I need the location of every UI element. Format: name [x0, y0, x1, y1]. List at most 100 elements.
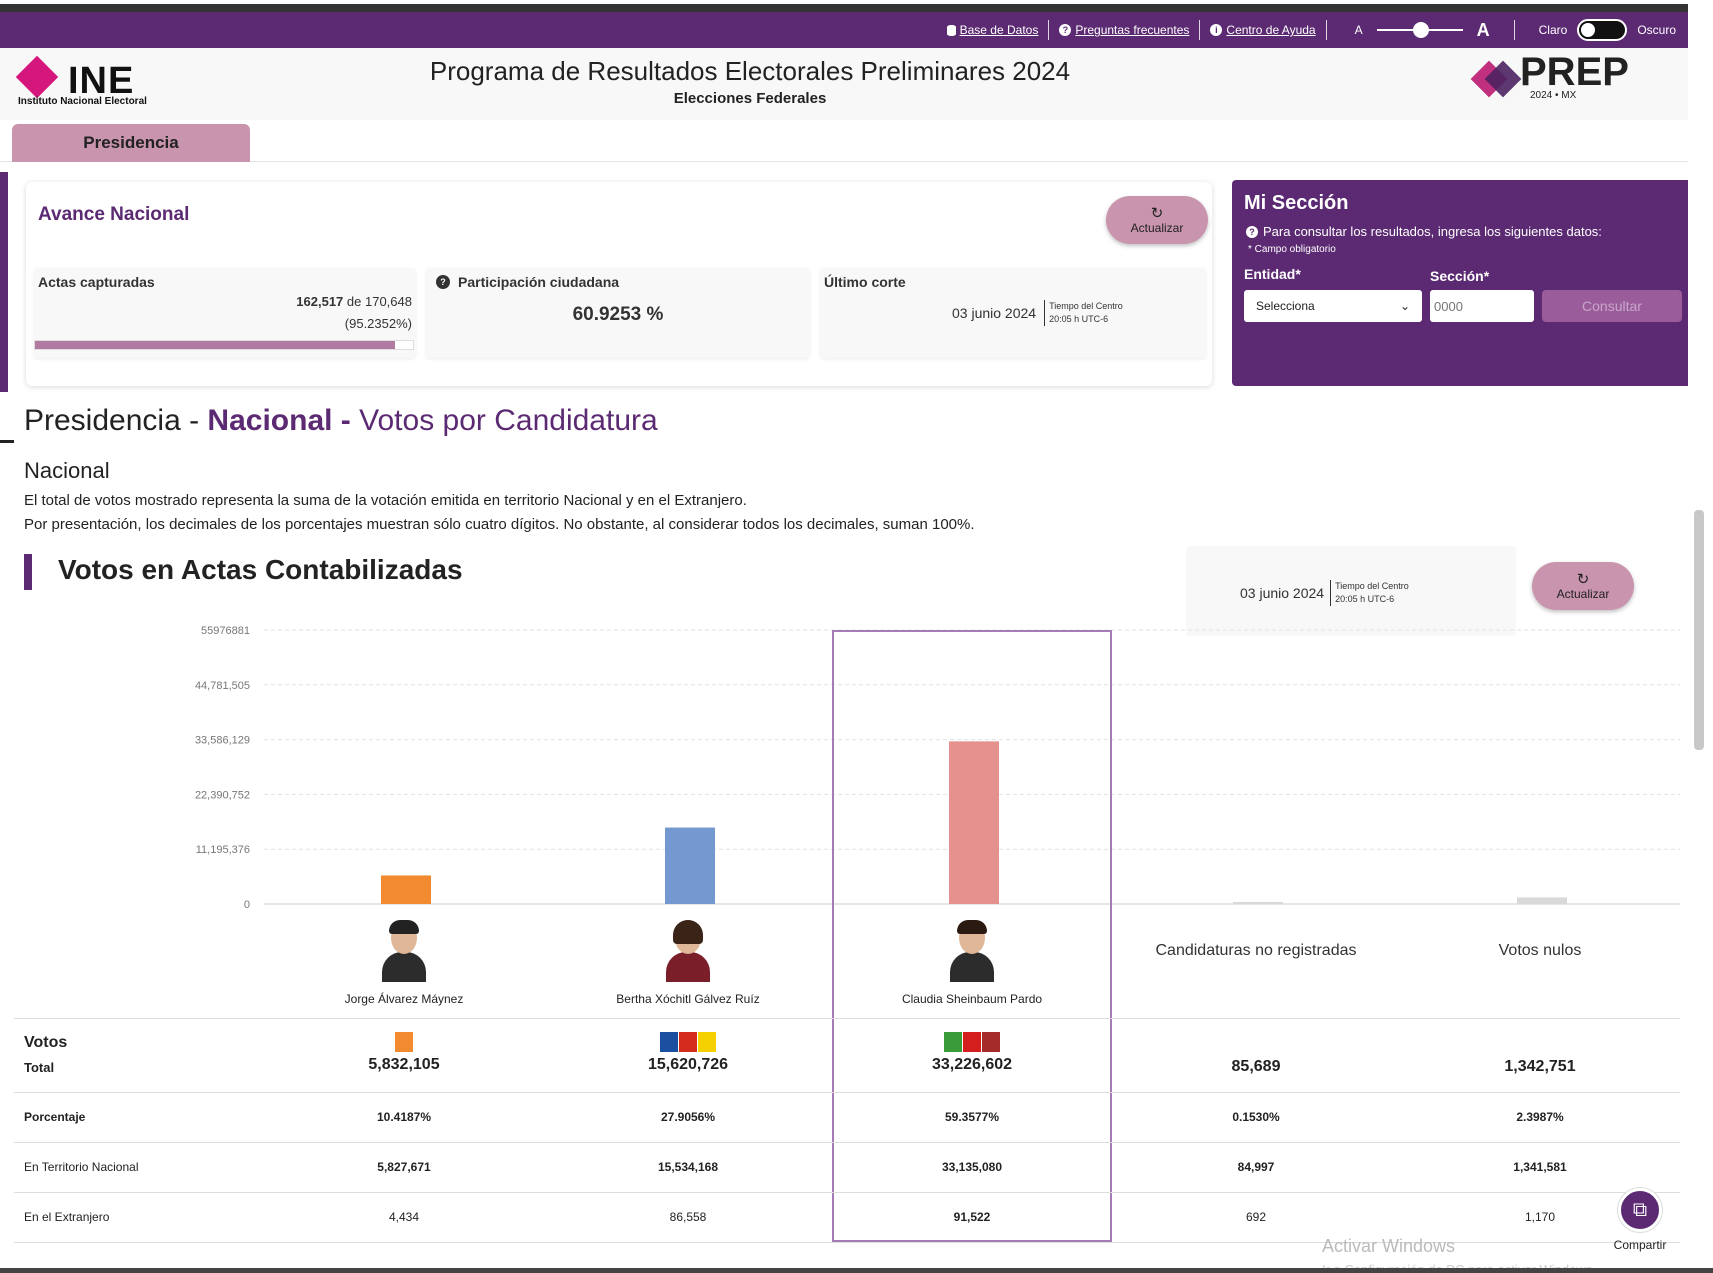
party-logo-morena: [982, 1032, 1000, 1052]
party-logos: [548, 1032, 828, 1052]
page-title: Programa de Resultados Electorales Preli…: [429, 56, 1071, 86]
results-title-part: Presidencia -: [24, 404, 208, 437]
table-cell: 33,135,080: [941, 1160, 1003, 1174]
candidate-name: Bertha Xóchitl Gálvez Ruíz: [616, 992, 760, 1006]
y-tick-label: 0: [244, 899, 250, 910]
party-logo-verde: [944, 1032, 962, 1052]
candidate-photo: [946, 920, 998, 982]
participacion-header: ? Participación ciudadana: [436, 274, 619, 290]
y-tick-label: 44,781,505: [195, 680, 250, 692]
menu-icon[interactable]: [0, 440, 14, 443]
activation-watermark-sub: Ir a Configuración de PC para activar Wi…: [1322, 1262, 1596, 1273]
corte-tz-line2: 20:05 h UTC-6: [1049, 314, 1109, 324]
base-datos-label: Base de Datos: [959, 23, 1039, 37]
results-refresh-label: Actualizar: [1556, 586, 1610, 601]
actas-count: 162,517 de 170,648: [200, 294, 412, 309]
total-cell: 15,620,726: [548, 1032, 828, 1074]
party-logos: [264, 1032, 544, 1052]
bar-3[interactable]: [1233, 902, 1283, 904]
share-button[interactable]: ⧉ Compartir: [1600, 1186, 1680, 1266]
activation-watermark: Activar Windows: [1322, 1236, 1456, 1256]
null-votes-label: Votos nulos: [1498, 942, 1582, 959]
base-datos-link[interactable]: Base de Datos: [946, 23, 1039, 37]
mi-seccion-help-text: Para consultar los resultados, ingresa l…: [1263, 224, 1602, 239]
seccion-label: Sección*: [1430, 268, 1490, 284]
candidate-card[interactable]: Bertha Xóchitl Gálvez Ruíz: [548, 920, 828, 1006]
total-value: 15,620,726: [647, 1056, 729, 1073]
table-cell: 84,997: [1237, 1160, 1275, 1174]
results-corte-card: [1186, 546, 1516, 636]
table-divider: [14, 1018, 1680, 1019]
divider: [1325, 20, 1327, 40]
bar-4[interactable]: [1517, 897, 1567, 904]
theme-toggle[interactable]: [1577, 19, 1628, 41]
actas-captured: 162,517: [296, 294, 344, 309]
tab-presidencia[interactable]: Presidencia: [12, 124, 250, 162]
bar-2[interactable]: [949, 741, 999, 904]
section-title: Votos en Actas Contabilizadas: [58, 554, 463, 585]
refresh-button[interactable]: ↻ Actualizar: [1106, 196, 1208, 244]
row-label: En Territorio Nacional: [24, 1160, 139, 1174]
unregistered-label: Candidaturas no registradas: [1155, 942, 1357, 959]
table-divider: [14, 1092, 1680, 1093]
table-cell: 5,827,671: [377, 1160, 431, 1174]
candidate-name: Claudia Sheinbaum Pardo: [901, 992, 1043, 1006]
results-title: Presidencia - Nacional - Votos por Candi…: [24, 404, 658, 438]
prep-logo: PREP 2024 • MX: [1470, 50, 1650, 104]
ultimo-corte-label: Último corte: [824, 274, 906, 290]
y-tick-label: 55976881: [201, 625, 250, 637]
font-size-small[interactable]: A: [1354, 23, 1363, 37]
candidate-card[interactable]: Jorge Álvarez Máynez: [264, 920, 544, 1006]
seccion-input[interactable]: [1430, 290, 1534, 322]
table-cell: 59.3577%: [944, 1110, 1000, 1124]
mi-seccion-help: ? Para consultar los resultados, ingresa…: [1246, 224, 1602, 239]
entidad-selected: Selecciona: [1256, 299, 1315, 313]
total-cell: 33,226,602: [832, 1032, 1112, 1074]
left-side-strip: [0, 172, 8, 392]
scrollbar[interactable]: [1694, 510, 1704, 750]
prep-logo-text: PREP: [1520, 50, 1629, 94]
font-size-slider[interactable]: [1376, 22, 1463, 38]
actas-percent: (95.2352%): [344, 316, 412, 331]
ine-logo-text: INE: [68, 60, 135, 102]
top-utility-bar: Base de Datos ? Preguntas frecuentes i Cen…: [0, 12, 1688, 48]
bar-1[interactable]: [665, 827, 715, 904]
total-value: 33,226,602: [931, 1056, 1013, 1073]
font-size-large[interactable]: A: [1476, 19, 1490, 40]
consultar-button[interactable]: Consultar: [1542, 290, 1682, 322]
faq-link[interactable]: ? Preguntas frecuentes: [1059, 23, 1189, 37]
info-icon: i: [1210, 24, 1223, 36]
table-cell: 692: [1245, 1210, 1267, 1224]
ultimo-corte-time: 03 junio 2024 Tiempo del Centro 20:05 h U…: [952, 300, 1123, 326]
table-divider: [14, 1142, 1680, 1143]
y-tick-label: 33,586,129: [195, 735, 250, 747]
bar-0[interactable]: [381, 875, 431, 904]
tab-bar: [0, 120, 1688, 162]
entidad-select[interactable]: Selecciona ⌄: [1244, 290, 1422, 322]
results-tz-line2: 20:05 h UTC-6: [1335, 594, 1395, 604]
results-refresh-button[interactable]: ↻ Actualizar: [1532, 562, 1634, 610]
y-tick-label: 11,195,376: [196, 844, 250, 856]
table-cell: 2.3987%: [1516, 1110, 1564, 1124]
ine-logo[interactable]: INE Instituto Nacional Electoral: [15, 55, 178, 112]
results-title-scope: Nacional: [207, 404, 333, 437]
help-center-link[interactable]: i Centro de Ayuda: [1210, 23, 1316, 37]
question-icon: ?: [1246, 225, 1258, 238]
table-cell: 1,341,581: [1513, 1160, 1567, 1174]
divider: [1513, 20, 1515, 40]
total-value: 85,689: [1231, 1058, 1281, 1075]
party-logo-pri: [679, 1032, 697, 1052]
theme-dark-label: Oscuro: [1637, 23, 1676, 37]
y-tick-label: 22,390,752: [195, 789, 250, 801]
question-icon: ?: [1059, 24, 1072, 36]
database-icon: [946, 24, 956, 36]
table-cell: 15,534,168: [657, 1160, 719, 1174]
help-icon[interactable]: ?: [436, 275, 450, 289]
candidate-card[interactable]: Claudia Sheinbaum Pardo: [832, 920, 1112, 1006]
divider: [1199, 20, 1201, 40]
table-cell: 27.9056%: [660, 1110, 716, 1124]
candidate-name: Jorge Álvarez Máynez: [344, 992, 464, 1006]
results-note-2: Por presentación, los decimales de los p…: [24, 516, 975, 533]
header: [0, 48, 1688, 120]
table-cell: 0.1530%: [1232, 1110, 1280, 1124]
